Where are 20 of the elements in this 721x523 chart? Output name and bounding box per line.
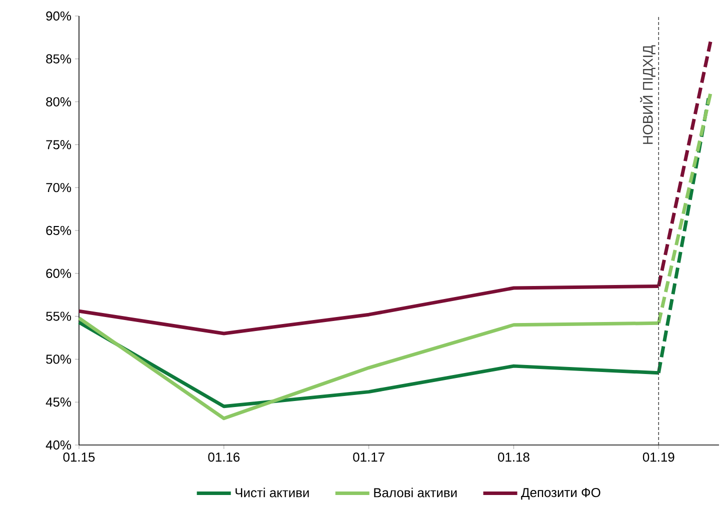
y-tick-label: 55% <box>46 312 72 321</box>
y-tick-label: 90% <box>46 11 72 21</box>
legend-label: Валові активи <box>374 488 457 498</box>
legend-label: Депозити ФО <box>521 488 600 500</box>
y-tick-label: 60% <box>46 268 72 278</box>
x-tick-label: 01.18 <box>498 452 530 462</box>
x-tick-label: 01.15 <box>63 452 95 462</box>
x-tick-label: 01.17 <box>353 452 384 462</box>
y-tick-label: 75% <box>46 140 72 150</box>
y-tick-label: 65% <box>46 226 72 236</box>
legend-label: Чисті активи <box>236 488 309 498</box>
y-tick-label: 40% <box>46 440 72 450</box>
ref-line-label: НОВИЙ ПІДХІД <box>640 45 656 144</box>
x-tick-label: 01.16 <box>208 452 240 462</box>
y-tick-label: 85% <box>46 54 72 64</box>
y-tick-label: 45% <box>46 398 72 407</box>
x-tick-label: 01.19 <box>642 452 674 462</box>
y-tick-label: 50% <box>46 354 72 364</box>
y-tick-label: 70% <box>46 183 72 192</box>
y-tick-label: 80% <box>46 97 72 106</box>
